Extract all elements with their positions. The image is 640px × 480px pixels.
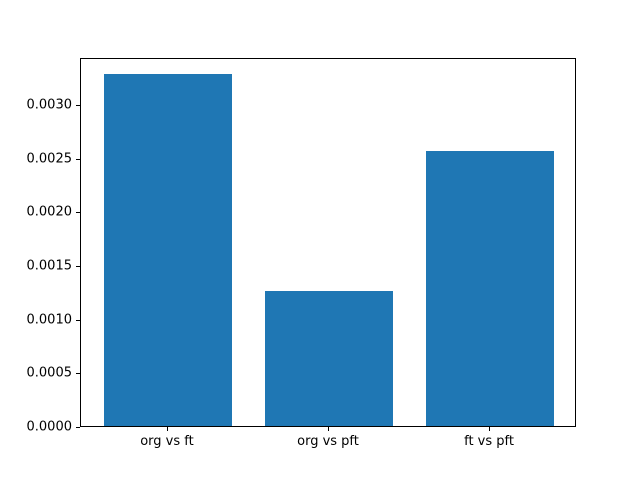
y-tick-label: 0.0015	[26, 258, 73, 274]
x-tick-mark	[328, 427, 329, 431]
y-tick-mark	[76, 212, 80, 214]
y-tick-label: 0.0020	[26, 204, 73, 220]
y-tick-label: 0.0010	[26, 312, 73, 328]
y-tick-label: 0.0030	[26, 97, 73, 113]
x-tick-label-org-vs-ft: org vs ft	[140, 434, 194, 449]
bar-org-vs-ft	[103, 73, 233, 426]
y-tick-mark	[76, 158, 80, 160]
bar-ft-vs-pft	[425, 151, 555, 426]
y-tick-mark	[76, 427, 80, 428]
y-tick-mark	[76, 319, 80, 321]
x-tick-label-org-vs-pft: org vs pft	[297, 434, 359, 449]
y-tick-label: 0.0005	[26, 365, 73, 381]
y-tick-label: 0.0025	[26, 151, 73, 167]
bar-org-vs-pft	[264, 290, 394, 426]
y-tick-mark	[76, 105, 80, 106]
y-tick-mark	[76, 266, 80, 267]
x-tick-label-ft-vs-pft: ft vs pft	[464, 434, 514, 449]
x-tick-mark	[489, 427, 491, 431]
y-tick-mark	[76, 373, 80, 375]
y-tick-label: 0.0000	[26, 419, 73, 435]
plot-area	[80, 58, 576, 427]
x-tick-mark	[166, 427, 168, 431]
